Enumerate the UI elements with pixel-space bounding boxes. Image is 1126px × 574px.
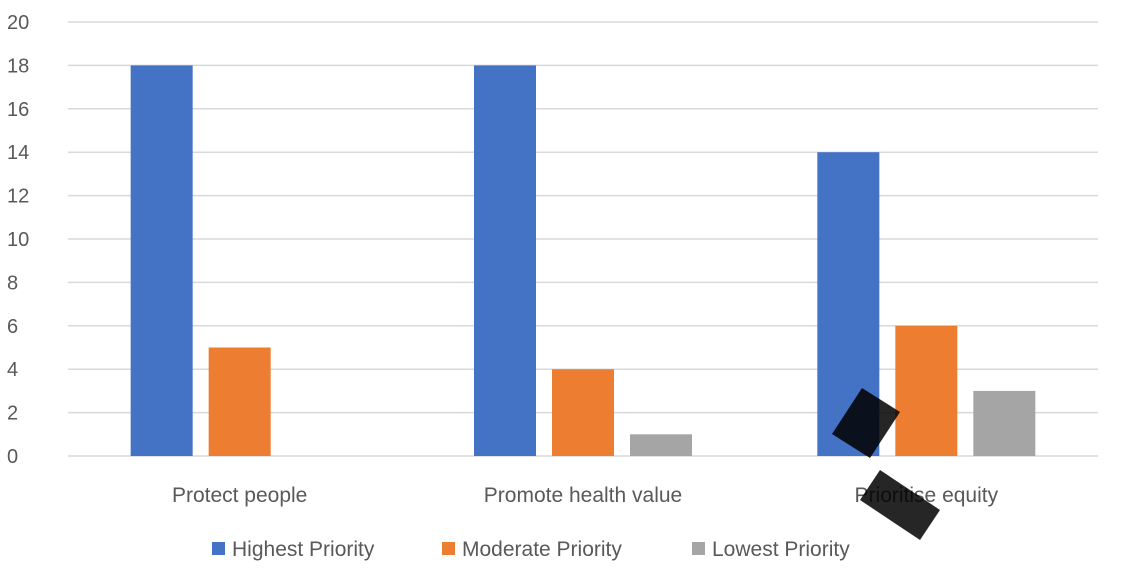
y-tick-label-18: 18 <box>7 55 29 77</box>
legend-label-1: Moderate Priority <box>462 538 622 561</box>
y-tick-label-10: 10 <box>7 229 29 251</box>
bar-moderate-priority-2 <box>895 325 958 456</box>
bar-lowest-priority-1 <box>630 434 692 456</box>
y-tick-label-4: 4 <box>7 359 18 381</box>
y-tick-label-12: 12 <box>7 186 29 208</box>
bar-moderate-priority-0 <box>208 347 271 456</box>
y-tick-label-16: 16 <box>7 99 29 121</box>
x-axis-category-labels: Protect people Promote health value Priori… <box>172 484 999 507</box>
legend-swatch-0 <box>212 542 225 555</box>
y-tick-label-8: 8 <box>7 272 18 294</box>
legend-label-0: Highest Priority <box>232 538 375 561</box>
bar-moderate-priority-1 <box>552 369 614 456</box>
bars <box>130 65 1036 457</box>
bar-highest-priority-0 <box>130 65 193 457</box>
legend-label-2: Lowest Priority <box>712 538 850 561</box>
legend: Highest Priority Moderate Priority Lowest … <box>212 538 850 561</box>
watermark-mark <box>832 388 940 540</box>
y-tick-label-20: 20 <box>7 12 29 34</box>
bar-lowest-priority-2 <box>973 390 1036 456</box>
y-tick-label-2: 2 <box>7 403 18 425</box>
y-tick-label-14: 14 <box>7 142 29 164</box>
x-category-label-0: Protect people <box>172 484 307 507</box>
legend-swatch-1 <box>442 542 455 555</box>
x-category-label-1: Promote health value <box>484 484 682 507</box>
legend-swatch-2 <box>692 542 705 555</box>
y-tick-label-0: 0 <box>7 446 18 468</box>
y-tick-label-6: 6 <box>7 316 18 338</box>
y-axis-tick-labels: 0 2 4 6 8 10 12 14 16 18 20 <box>7 12 29 468</box>
bar-highest-priority-1 <box>474 65 536 457</box>
